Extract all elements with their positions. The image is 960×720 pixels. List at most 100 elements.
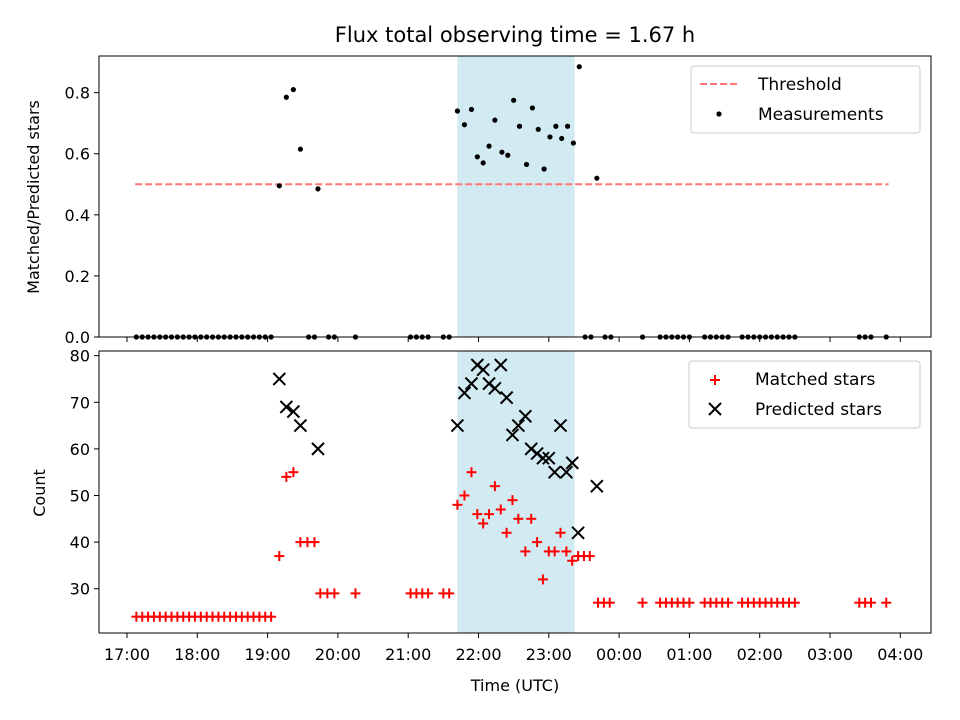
- matched-star-point: [350, 588, 361, 599]
- x-tick-label: 20:00: [315, 645, 361, 664]
- matched-star-point: [281, 471, 292, 482]
- matched-star-point: [459, 490, 470, 501]
- legend-threshold-label: Threshold: [757, 75, 842, 95]
- top-y-tick-label: 0.2: [65, 267, 90, 286]
- matched-star-point: [789, 597, 800, 608]
- measurement-point: [547, 134, 553, 140]
- matched-star-point: [484, 509, 495, 520]
- predicted-star-point: [457, 386, 472, 400]
- matched-star-point: [466, 467, 477, 478]
- top-y-axis-label: Matched/Predicted stars: [24, 100, 43, 294]
- top-y-tick-label: 0.0: [65, 328, 90, 347]
- top-legend: Threshold Measurements: [690, 65, 921, 134]
- predicted-stars-legend-icon: [708, 402, 722, 416]
- measurement-point: [276, 183, 282, 189]
- measurement-point: [570, 140, 577, 146]
- predicted-star-point: [286, 404, 301, 419]
- predicted-star-point: [590, 479, 604, 493]
- top-panel: 0.0 0.2 0.4 0.6 0.8 Flux total observing tim…: [24, 23, 932, 347]
- measurement-point: [529, 105, 535, 111]
- bottom-y-tick-label: 60: [70, 440, 90, 459]
- matched-star-point: [274, 551, 285, 562]
- predicted-star-point: [542, 451, 556, 465]
- matched-star-point: [329, 588, 340, 599]
- measurement-point: [523, 161, 530, 168]
- predicted-star-point: [476, 362, 490, 377]
- measurement-point: [283, 94, 289, 100]
- x-axis-label: Time (UTC): [470, 676, 559, 695]
- matched-star-point: [489, 481, 500, 492]
- measurements-legend-icon: [716, 111, 722, 117]
- x-tick-label: 19:00: [245, 645, 291, 664]
- predicted-star-point: [279, 400, 294, 414]
- bottom-y-tick-label: 70: [70, 393, 90, 412]
- bottom-y-axis-label: Count: [30, 469, 49, 517]
- bottom-y-tick-label: 40: [70, 533, 90, 552]
- predicted-star-point: [505, 428, 520, 442]
- matched-star-point: [478, 518, 489, 529]
- measurement-point: [492, 117, 498, 123]
- x-tick-label: 18:00: [174, 645, 220, 664]
- legend-measurements-label: Measurements: [758, 105, 884, 125]
- measurement-point: [315, 186, 321, 192]
- measurement-point: [576, 64, 582, 70]
- predicted-star-point: [571, 526, 585, 540]
- matched-star-point: [723, 597, 734, 608]
- matched-star-point: [604, 597, 615, 608]
- matched-star-point: [532, 537, 543, 548]
- measurement-point: [541, 166, 547, 172]
- matched-star-point: [495, 504, 506, 515]
- bottom-panel: 30 40 50 60 70 80 17:00 18:00 19:00 20:00 21:00 22…: [30, 347, 932, 695]
- measurement-point: [564, 123, 571, 129]
- predicted-star-point: [536, 451, 550, 465]
- predicted-star-point: [494, 358, 508, 372]
- matched-star-point: [472, 509, 483, 520]
- measurement-point: [461, 122, 468, 128]
- matched-star-point: [881, 597, 892, 608]
- top-legend-box: [690, 65, 921, 134]
- matched-stars-legend-icon: [710, 375, 720, 385]
- bottom-legend: Matched stars Predicted stars: [688, 360, 921, 429]
- bottom-legend-box: [688, 360, 921, 429]
- x-tick-label: 00:00: [596, 645, 642, 664]
- top-axes-frame: [98, 55, 932, 338]
- top-y-tick-label: 0.4: [65, 206, 90, 225]
- measurement-point: [553, 123, 559, 129]
- predicted-star-point: [511, 418, 526, 433]
- legend-matched-label: Matched stars: [755, 370, 875, 390]
- bottom-highlight-span: [457, 351, 575, 633]
- measurement-point: [511, 97, 517, 103]
- bottom-y-tick-label: 30: [70, 580, 90, 599]
- x-tick-label: 23:00: [526, 645, 572, 664]
- predicted-star-point: [559, 465, 574, 479]
- bottom-axes-frame: [98, 350, 932, 634]
- measurement-point: [474, 154, 480, 160]
- matched-star-point: [526, 513, 537, 524]
- measurement-point: [516, 123, 523, 129]
- predicted-star-point: [293, 418, 308, 433]
- predicted-star-point: [499, 390, 514, 405]
- matched-star-point: [266, 611, 277, 622]
- x-tick-label: 02:00: [737, 645, 783, 664]
- top-y-tick-label: 0.6: [65, 145, 90, 164]
- predicted-star-point: [311, 442, 325, 456]
- measurement-point: [505, 152, 511, 158]
- predicted-star-point: [450, 418, 465, 433]
- x-tick-label: 17:00: [104, 645, 150, 664]
- matched-star-point: [513, 513, 524, 524]
- predicted-star-point: [488, 381, 502, 395]
- chart-title: Flux total observing time = 1.67 h: [335, 23, 695, 47]
- matched-star-point: [866, 597, 877, 608]
- matched-star-point: [288, 467, 299, 478]
- x-tick-label: 21:00: [385, 645, 431, 664]
- legend-predicted-label: Predicted stars: [755, 400, 882, 420]
- bottom-y-tick-label: 80: [70, 347, 90, 366]
- matched-star-point: [684, 597, 695, 608]
- predicted-star-point: [464, 376, 479, 391]
- matched-star-point: [452, 499, 463, 510]
- measurement-point: [499, 149, 505, 155]
- matched-star-point: [584, 551, 595, 562]
- matched-star-point: [520, 546, 531, 557]
- measurement-point: [486, 143, 492, 149]
